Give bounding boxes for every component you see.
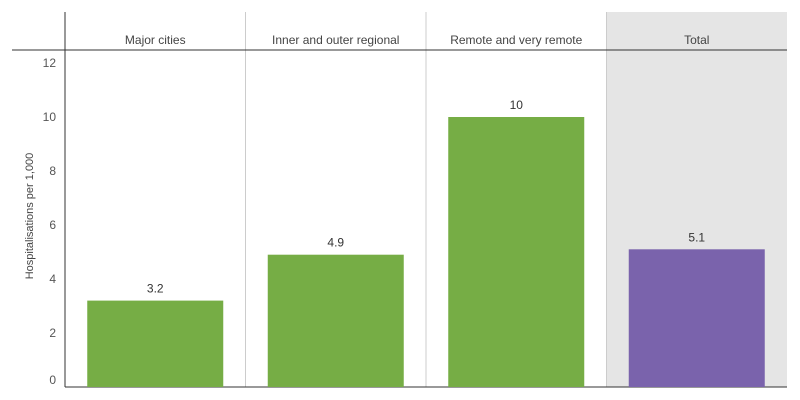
category-label: Remote and very remote bbox=[450, 33, 582, 47]
bar bbox=[448, 117, 585, 387]
value-label: 4.9 bbox=[327, 236, 344, 250]
value-label: 10 bbox=[510, 98, 524, 112]
category-label: Major cities bbox=[125, 33, 186, 47]
y-tick-label: 8 bbox=[49, 164, 56, 178]
bar bbox=[87, 300, 224, 387]
value-label: 3.2 bbox=[147, 282, 164, 296]
y-axis-label: Hospitalisations per 1,000 bbox=[24, 153, 36, 280]
category-labels: Major cities Inner and outer regional Remo… bbox=[125, 33, 710, 47]
y-tick-label: 4 bbox=[49, 272, 56, 286]
value-label: 5.1 bbox=[688, 230, 705, 244]
y-tick-label: 2 bbox=[49, 326, 56, 340]
y-tick-labels: 0 2 4 6 8 10 12 bbox=[43, 56, 57, 387]
y-tick-label: 0 bbox=[49, 373, 56, 387]
y-tick-label: 12 bbox=[43, 56, 57, 70]
bar bbox=[267, 254, 404, 387]
value-labels: 3.2 4.9 10 5.1 bbox=[147, 98, 706, 296]
bars bbox=[87, 117, 765, 387]
category-label: Total bbox=[684, 33, 709, 47]
y-tick-label: 6 bbox=[49, 218, 56, 232]
category-label: Inner and outer regional bbox=[272, 33, 399, 47]
y-tick-label: 10 bbox=[43, 110, 57, 124]
panel-dividers bbox=[245, 12, 607, 387]
bar bbox=[628, 249, 765, 387]
